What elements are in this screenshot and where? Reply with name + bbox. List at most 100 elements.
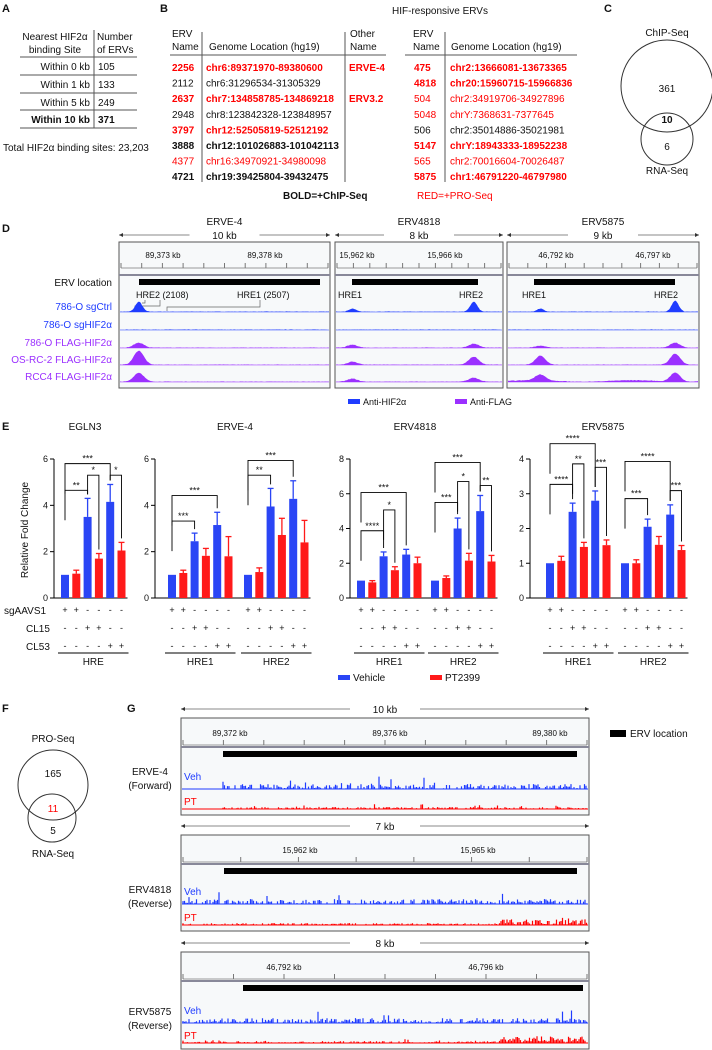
- coordinate-tick: 15,962 kb: [282, 846, 318, 855]
- coordinate-tick: 46,792 kb: [266, 963, 302, 972]
- condition-sign: +: [85, 623, 90, 633]
- legend-swatch-hif: [348, 399, 360, 404]
- bar: [568, 511, 577, 598]
- y-tick-label: 2: [43, 547, 48, 557]
- condition-sign: +: [455, 623, 460, 633]
- panel-d-chip-tracks: ERV location Anti-HIF2α Anti-FLAG 786-O …: [11, 217, 700, 407]
- condition-sign: -: [182, 623, 185, 633]
- condition-sign: -: [227, 623, 230, 633]
- track-label: 786-O FLAG-HIF2α: [25, 338, 113, 349]
- condition-sign: -: [360, 641, 363, 651]
- coordinate-tick: 46,796 kb: [468, 963, 504, 972]
- header-location: Genome Location (hg19): [209, 42, 320, 53]
- arrow-left-icon: [335, 233, 339, 237]
- condition-sign: -: [75, 641, 78, 651]
- chip-signal: [336, 343, 502, 348]
- arrow-left-icon: [181, 941, 185, 945]
- bar: [168, 574, 176, 598]
- rna-only-count: 6: [664, 142, 670, 153]
- other-name: ERVE-4: [349, 63, 385, 74]
- condition-sign: +: [668, 641, 673, 651]
- bar: [579, 546, 588, 598]
- condition-sign: -: [371, 641, 374, 651]
- panel-label-d: D: [2, 223, 10, 235]
- condition-sign: +: [432, 605, 437, 615]
- condition-sign: -: [86, 605, 89, 615]
- group-label: HRE2: [450, 657, 477, 668]
- panel-c-venn: ChIP-Seq 361 10 6 RNA-Seq: [620, 28, 712, 177]
- condition-sign: -: [624, 641, 627, 651]
- row-label-cl53: CL53: [26, 642, 50, 653]
- legend-red: RED=+PRO-Seq: [417, 191, 493, 202]
- pt2399-signal: [222, 804, 587, 809]
- bar: [591, 500, 600, 598]
- significance-label: ***: [189, 486, 200, 496]
- condition-sign: +: [245, 605, 250, 615]
- locus-span: 9 kb: [594, 231, 613, 242]
- condition-sign: -: [635, 623, 638, 633]
- y-tick-label: 6: [43, 454, 48, 464]
- panel-label-b: B: [160, 3, 168, 15]
- condition-sign: -: [171, 641, 174, 651]
- condition-sign: -: [445, 623, 448, 633]
- significance-label: ***: [596, 457, 607, 467]
- erv-name: 4721: [172, 172, 195, 183]
- condition-sign: -: [657, 605, 660, 615]
- bar: [94, 558, 103, 598]
- chip-signal: [120, 301, 329, 312]
- track-label-pt: PT: [184, 1031, 197, 1042]
- condition-sign: -: [657, 641, 660, 651]
- y-tick-label: 3: [519, 489, 524, 499]
- coordinate-tick: 46,792 kb: [538, 251, 574, 260]
- pro-seq-label: PRO-Seq: [32, 734, 75, 745]
- condition-sign: -: [393, 641, 396, 651]
- significance-label: *: [461, 472, 465, 482]
- condition-sign: -: [467, 641, 470, 651]
- panel-g-pro-seq-tracks: ERV location 10 kb 89,372 kb 89,376 kb 89,3…: [128, 705, 688, 1050]
- erv-location-bar: [243, 985, 583, 991]
- condition-sign: -: [269, 605, 272, 615]
- track-label-veh: Veh: [184, 1006, 201, 1017]
- condition-sign: -: [247, 623, 250, 633]
- chart-title: ERV4818: [394, 422, 437, 433]
- hre-label: HRE1: [522, 290, 546, 300]
- condition-sign: +: [466, 623, 471, 633]
- significance-bracket: [360, 530, 385, 561]
- hre-label: HRE1 (2507): [237, 290, 290, 300]
- coordinate-tick: 89,373 kb: [145, 251, 181, 260]
- pro-seq-circle: [17, 749, 89, 821]
- bar: [266, 506, 275, 598]
- bar: [213, 525, 222, 598]
- condition-sign: -: [109, 623, 112, 633]
- condition-sign: -: [405, 605, 408, 615]
- condition-sign: -: [120, 623, 123, 633]
- significance-bracket: [434, 501, 459, 533]
- chip-only-count: 361: [659, 84, 676, 95]
- bar: [289, 498, 298, 598]
- significance-bracket: [247, 474, 272, 506]
- condition-sign: -: [193, 605, 196, 615]
- condition-sign: -: [680, 605, 683, 615]
- significance-bracket: [624, 460, 671, 501]
- hre-label: HRE2: [654, 290, 678, 300]
- condition-sign: -: [64, 641, 67, 651]
- total-binding-sites: Total HIF2α binding sites: 23,203: [3, 143, 149, 154]
- bar: [476, 511, 485, 598]
- locus-span: 8 kb: [376, 939, 395, 950]
- pt2399-signal: [182, 917, 588, 925]
- bar: [557, 560, 566, 598]
- bar: [431, 580, 439, 598]
- row-label: Within 1 kb: [41, 80, 91, 91]
- ruler-separator: [181, 863, 589, 865]
- header-erv-2: Name: [172, 42, 199, 53]
- y-tick-label: 4: [43, 500, 48, 510]
- condition-sign: +: [302, 641, 307, 651]
- panel-label-f: F: [2, 703, 9, 715]
- vehicle-signal: [222, 776, 587, 789]
- condition-sign: +: [559, 605, 564, 615]
- condition-sign: -: [490, 605, 493, 615]
- locus-name: ERV4818: [129, 885, 172, 896]
- arrow-right-icon: [585, 707, 589, 711]
